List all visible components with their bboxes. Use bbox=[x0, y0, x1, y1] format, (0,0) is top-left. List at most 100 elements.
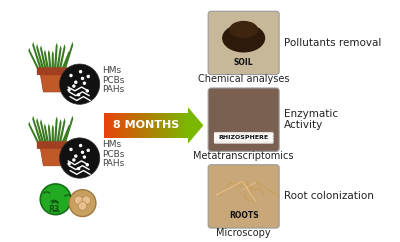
Bar bbox=[146, 113, 148, 138]
Text: PAHs: PAHs bbox=[102, 85, 124, 94]
Bar bbox=[122, 113, 125, 138]
Text: HMs: HMs bbox=[102, 66, 121, 75]
Circle shape bbox=[79, 144, 82, 147]
Text: 8 MONTHS: 8 MONTHS bbox=[113, 121, 179, 130]
Circle shape bbox=[74, 81, 78, 84]
Circle shape bbox=[67, 88, 71, 92]
Polygon shape bbox=[61, 51, 69, 71]
Polygon shape bbox=[58, 44, 66, 71]
Circle shape bbox=[72, 158, 76, 162]
Bar bbox=[125, 113, 127, 138]
Bar bbox=[178, 113, 180, 138]
Polygon shape bbox=[61, 125, 69, 145]
Circle shape bbox=[86, 89, 89, 93]
Polygon shape bbox=[44, 123, 50, 145]
Text: HMs: HMs bbox=[102, 140, 121, 149]
Circle shape bbox=[60, 64, 100, 104]
Polygon shape bbox=[32, 42, 42, 71]
Text: Enzymatic
Activity: Enzymatic Activity bbox=[284, 109, 338, 130]
Bar bbox=[108, 113, 110, 138]
Bar bbox=[167, 113, 170, 138]
Bar bbox=[127, 113, 130, 138]
Circle shape bbox=[74, 154, 78, 158]
Bar bbox=[184, 113, 186, 138]
Text: Metatranscriptomics: Metatranscriptomics bbox=[194, 151, 294, 161]
Polygon shape bbox=[56, 119, 62, 145]
Text: ROOTS: ROOTS bbox=[229, 211, 258, 220]
Bar bbox=[131, 113, 134, 138]
Text: Root colonization: Root colonization bbox=[284, 191, 374, 201]
Bar bbox=[142, 113, 144, 138]
Bar bbox=[186, 113, 188, 138]
Bar bbox=[182, 113, 184, 138]
Text: PAHs: PAHs bbox=[102, 159, 124, 168]
Polygon shape bbox=[54, 117, 58, 145]
Circle shape bbox=[77, 93, 80, 97]
Polygon shape bbox=[48, 50, 52, 71]
Circle shape bbox=[72, 84, 76, 88]
Bar bbox=[156, 113, 159, 138]
Ellipse shape bbox=[222, 24, 265, 53]
Text: RHIZOSPHERE: RHIZOSPHERE bbox=[213, 134, 274, 143]
Circle shape bbox=[83, 82, 86, 85]
Bar bbox=[158, 113, 161, 138]
Text: Microscopy: Microscopy bbox=[216, 228, 271, 238]
Bar bbox=[140, 113, 142, 138]
Circle shape bbox=[86, 149, 90, 152]
Bar bbox=[120, 113, 123, 138]
Polygon shape bbox=[52, 124, 54, 145]
Polygon shape bbox=[28, 47, 40, 71]
Bar bbox=[175, 113, 178, 138]
Circle shape bbox=[82, 196, 91, 204]
Bar bbox=[160, 113, 163, 138]
Polygon shape bbox=[56, 45, 62, 71]
Bar bbox=[165, 113, 167, 138]
Bar bbox=[133, 113, 136, 138]
Polygon shape bbox=[188, 107, 203, 144]
Polygon shape bbox=[63, 42, 73, 71]
Bar bbox=[173, 113, 176, 138]
Bar bbox=[144, 113, 146, 138]
Circle shape bbox=[81, 151, 84, 154]
FancyBboxPatch shape bbox=[208, 165, 279, 228]
Polygon shape bbox=[58, 118, 66, 145]
Bar bbox=[104, 113, 106, 138]
Circle shape bbox=[69, 148, 73, 151]
Bar bbox=[116, 113, 119, 138]
Polygon shape bbox=[54, 43, 58, 71]
Polygon shape bbox=[36, 118, 45, 145]
Text: R3: R3 bbox=[48, 205, 59, 214]
Bar bbox=[180, 113, 182, 138]
Text: SOIL: SOIL bbox=[234, 58, 254, 67]
Bar bbox=[110, 113, 112, 138]
Circle shape bbox=[60, 138, 100, 178]
Bar bbox=[106, 113, 108, 138]
Circle shape bbox=[69, 190, 96, 217]
Circle shape bbox=[81, 77, 84, 80]
Circle shape bbox=[77, 167, 80, 170]
Polygon shape bbox=[52, 51, 54, 71]
Polygon shape bbox=[36, 44, 45, 71]
Bar bbox=[163, 113, 165, 138]
Text: RHIZOSPHERE: RHIZOSPHERE bbox=[218, 135, 269, 140]
FancyBboxPatch shape bbox=[214, 132, 273, 144]
Bar bbox=[114, 113, 117, 138]
Text: PCBs: PCBs bbox=[102, 76, 124, 85]
Circle shape bbox=[83, 155, 86, 159]
Polygon shape bbox=[40, 71, 66, 92]
Circle shape bbox=[86, 163, 89, 166]
Polygon shape bbox=[40, 119, 47, 145]
Text: Pollutants removal: Pollutants removal bbox=[284, 38, 381, 48]
Circle shape bbox=[69, 74, 73, 77]
Bar bbox=[118, 113, 121, 138]
Text: Chemical analyses: Chemical analyses bbox=[198, 74, 290, 84]
Bar bbox=[154, 113, 157, 138]
Bar bbox=[152, 113, 155, 138]
Polygon shape bbox=[28, 121, 40, 145]
Bar bbox=[137, 113, 140, 138]
Bar bbox=[129, 113, 132, 138]
FancyBboxPatch shape bbox=[208, 11, 279, 75]
Circle shape bbox=[86, 75, 90, 78]
Bar bbox=[171, 113, 174, 138]
Ellipse shape bbox=[229, 21, 258, 38]
